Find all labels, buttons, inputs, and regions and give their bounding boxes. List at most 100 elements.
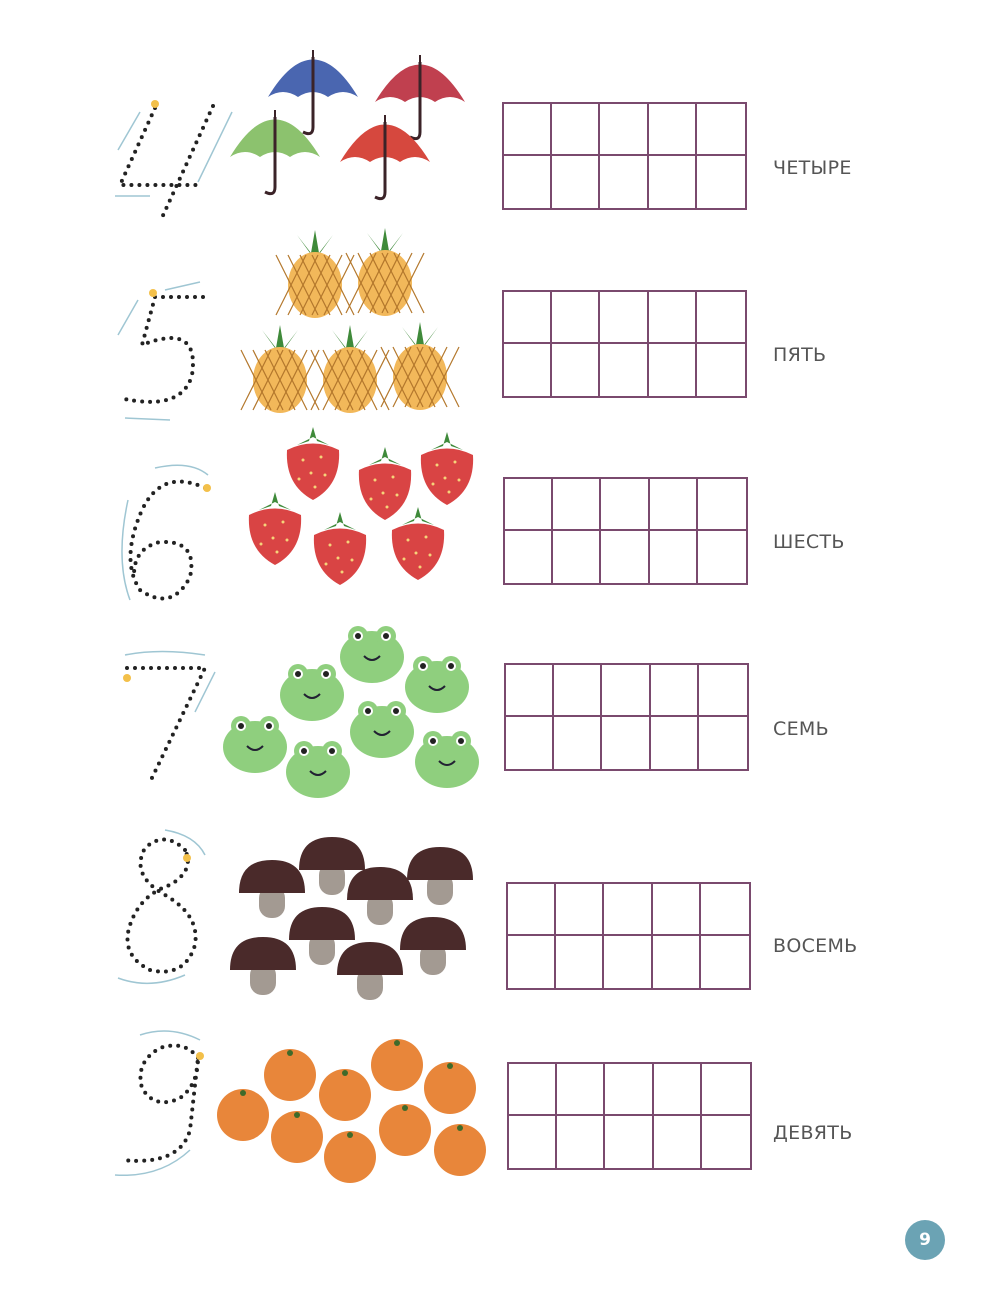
mushroom-icon: [400, 917, 466, 975]
trace-digit-4[interactable]: [115, 100, 233, 224]
ten-frame-grid[interactable]: [506, 882, 751, 990]
ten-frame-cell[interactable]: [553, 479, 602, 531]
ten-frame-cell[interactable]: [649, 156, 697, 208]
pineapple-icon: [275, 230, 355, 318]
orange-icon: [271, 1111, 323, 1163]
ten-frame-cell[interactable]: [505, 531, 554, 583]
ten-frame-cell[interactable]: [504, 156, 553, 208]
start-dot-icon: [123, 674, 131, 682]
dotted-digit-path[interactable]: [128, 479, 207, 601]
ten-frame-cell[interactable]: [601, 531, 650, 583]
ten-frame-cell[interactable]: [509, 1064, 558, 1116]
dotted-digit-path[interactable]: [116, 104, 215, 224]
ten-frame-cell[interactable]: [701, 936, 749, 988]
ten-frame-cell[interactable]: [506, 665, 555, 717]
start-dot-icon: [196, 1052, 204, 1060]
direction-arrow-icon: [117, 111, 141, 151]
ten-frame-cell[interactable]: [556, 884, 605, 936]
ten-frame-cell[interactable]: [557, 1064, 606, 1116]
ten-frame-cell[interactable]: [604, 936, 653, 988]
frog-icon: [340, 626, 404, 683]
ten-frame-cell[interactable]: [552, 292, 601, 344]
ten-frame-cell[interactable]: [552, 156, 601, 208]
ten-frame-cell[interactable]: [652, 884, 701, 936]
direction-arrow-icon: [164, 829, 206, 856]
ten-frame-cell[interactable]: [600, 344, 649, 396]
ten-frame-cell[interactable]: [697, 344, 745, 396]
ten-frame-cell[interactable]: [651, 717, 699, 769]
strawberry-icon: [313, 512, 367, 585]
ten-frame-cell[interactable]: [697, 479, 746, 531]
trace-digit-7[interactable]: [123, 650, 216, 784]
orange-icon: [264, 1049, 316, 1101]
ten-frame-cell[interactable]: [698, 531, 746, 583]
start-dot-icon: [149, 289, 157, 297]
ten-frame-cell[interactable]: [649, 479, 698, 531]
ten-frame-cell[interactable]: [509, 1116, 558, 1168]
ten-frame-cell[interactable]: [698, 665, 747, 717]
ten-frame-cell[interactable]: [504, 292, 553, 344]
ten-frame-cell[interactable]: [696, 104, 745, 156]
ten-frame-cell[interactable]: [653, 936, 701, 988]
mushroom-icon: [239, 860, 305, 918]
ten-frame-cell[interactable]: [604, 884, 653, 936]
ten-frame-cell[interactable]: [701, 1064, 750, 1116]
ten-frame-grid[interactable]: [503, 477, 748, 585]
ten-frame-cell[interactable]: [648, 104, 697, 156]
frog-icon: [286, 741, 350, 798]
ten-frame-cell[interactable]: [553, 531, 602, 583]
ten-frame-cell[interactable]: [508, 936, 557, 988]
ten-frame-cell[interactable]: [649, 344, 697, 396]
ten-frame-cell[interactable]: [556, 936, 605, 988]
trace-digit-9[interactable]: [114, 1030, 204, 1177]
ten-frame-grid[interactable]: [507, 1062, 752, 1170]
ten-frame-cell[interactable]: [654, 1116, 702, 1168]
ten-frame-cell[interactable]: [700, 884, 749, 936]
number-word: ВОСЕМЬ: [773, 935, 858, 957]
ten-frame-cell[interactable]: [605, 1064, 654, 1116]
dotted-digit-path[interactable]: [118, 295, 205, 404]
ten-frame-grid[interactable]: [504, 663, 749, 771]
ten-frame-cell[interactable]: [602, 717, 651, 769]
ten-frame-cell[interactable]: [696, 292, 745, 344]
ten-frame-cell[interactable]: [605, 1116, 654, 1168]
ten-frame-cell[interactable]: [602, 665, 651, 717]
frog-icon: [350, 701, 414, 758]
pineapple-icon: [345, 228, 425, 316]
ten-frame-cell[interactable]: [600, 156, 649, 208]
ten-frame-cell[interactable]: [699, 717, 747, 769]
ten-frame-cell[interactable]: [552, 104, 601, 156]
ten-frame-cell[interactable]: [554, 717, 603, 769]
picture-group-6: [248, 427, 474, 585]
ten-frame-cell[interactable]: [650, 665, 699, 717]
ten-frame-cell[interactable]: [600, 292, 649, 344]
ten-frame-cell[interactable]: [508, 884, 557, 936]
ten-frame-cell[interactable]: [601, 479, 650, 531]
direction-arrow-icon: [124, 417, 171, 421]
ten-frame-cell[interactable]: [650, 531, 698, 583]
ten-frame-cell[interactable]: [557, 1116, 606, 1168]
dotted-digit-path[interactable]: [120, 1043, 200, 1163]
picture-group-5: [240, 228, 460, 413]
ten-frame-grid[interactable]: [502, 290, 747, 398]
ten-frame-cell[interactable]: [600, 104, 649, 156]
ten-frame-cell[interactable]: [697, 156, 745, 208]
direction-arrow-icon: [124, 650, 206, 656]
ten-frame-cell[interactable]: [648, 292, 697, 344]
dotted-digit-path[interactable]: [125, 666, 209, 784]
ten-frame-grid[interactable]: [502, 102, 747, 210]
ten-frame-cell[interactable]: [552, 344, 601, 396]
trace-digit-6[interactable]: [121, 464, 211, 601]
ten-frame-cell[interactable]: [505, 479, 554, 531]
ten-frame-cell[interactable]: [506, 717, 555, 769]
direction-arrow-icon: [114, 1149, 191, 1177]
trace-digit-5[interactable]: [117, 281, 205, 421]
ten-frame-cell[interactable]: [702, 1116, 750, 1168]
ten-frame-cell[interactable]: [554, 665, 603, 717]
ten-frame-cell[interactable]: [504, 104, 553, 156]
ten-frame-cell[interactable]: [504, 344, 553, 396]
frog-icon: [280, 664, 344, 721]
ten-frame-cell[interactable]: [653, 1064, 702, 1116]
dotted-digit-path[interactable]: [125, 837, 198, 974]
trace-digit-8[interactable]: [117, 829, 206, 985]
